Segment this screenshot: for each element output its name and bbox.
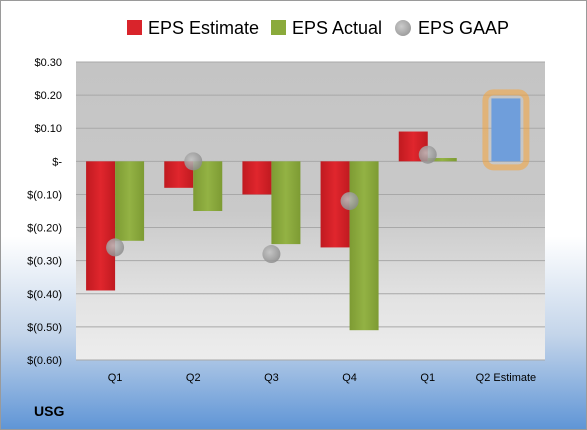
legend-label-actual: EPS Actual xyxy=(292,18,382,38)
y-tick-label: $0.30 xyxy=(34,57,62,69)
y-tick-label: $(0.60) xyxy=(27,355,62,367)
y-tick-label: $0.20 xyxy=(34,90,62,102)
gridlines xyxy=(76,61,545,361)
legend-label-gaap: EPS GAAP xyxy=(418,18,509,38)
y-tick-label: $- xyxy=(52,156,62,168)
bar-eps-actual xyxy=(349,161,379,331)
x-tick-label: Q4 xyxy=(342,372,357,384)
marker-eps-gaap xyxy=(106,238,125,257)
plot-area xyxy=(76,62,545,360)
bars xyxy=(86,89,530,331)
x-tick-label: Q2 Estimate xyxy=(476,372,537,384)
bar-eps-actual xyxy=(427,158,457,162)
marker-eps-gaap xyxy=(418,145,437,164)
y-tick-label: $(0.50) xyxy=(27,322,62,334)
x-tick-label: Q1 xyxy=(420,372,435,384)
bar-eps-estimate-highlight xyxy=(491,98,521,162)
x-tick-label: Q1 xyxy=(108,372,123,384)
bar-eps-estimate xyxy=(242,161,272,195)
x-axis-ticks: Q1 Q2 Q3 Q4 Q1 Q2 Estimate xyxy=(108,372,536,384)
marker-eps-gaap xyxy=(184,152,203,171)
y-tick-label: $(0.40) xyxy=(27,289,62,301)
highlight-glow xyxy=(482,89,530,171)
x-tick-label: Q3 xyxy=(264,372,279,384)
legend-swatch-estimate xyxy=(127,20,142,35)
y-axis-ticks: $0.30 $0.20 $0.10 $- $(0.10) $(0.20) $(0.30) $(… xyxy=(27,57,62,367)
y-tick-label: $0.10 xyxy=(34,123,62,135)
legend-swatch-actual xyxy=(271,20,286,35)
y-tick-label: $(0.20) xyxy=(27,223,62,235)
marker-eps-gaap xyxy=(340,192,359,211)
bar-eps-actual xyxy=(193,161,223,211)
gaap-markers xyxy=(106,145,437,264)
x-tick-label: Q2 xyxy=(186,372,201,384)
ticker-label: USG xyxy=(34,403,64,419)
bar-eps-actual xyxy=(271,161,301,245)
legend-label-estimate: EPS Estimate xyxy=(148,18,259,38)
y-tick-label: $(0.10) xyxy=(27,189,62,201)
bar-eps-estimate xyxy=(86,161,116,291)
legend: EPS Estimate EPS Actual EPS GAAP xyxy=(127,18,509,38)
y-tick-label: $(0.30) xyxy=(27,256,62,268)
marker-eps-gaap xyxy=(262,245,281,264)
legend-swatch-gaap xyxy=(395,20,411,36)
bar-eps-actual xyxy=(115,161,145,241)
